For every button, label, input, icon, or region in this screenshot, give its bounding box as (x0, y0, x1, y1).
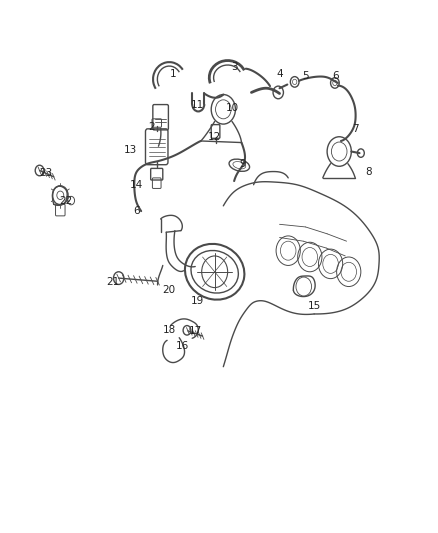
Text: 15: 15 (307, 301, 321, 311)
Text: 8: 8 (365, 166, 371, 176)
Text: 20: 20 (162, 285, 176, 295)
Text: 23: 23 (39, 167, 53, 177)
Text: 1: 1 (170, 69, 177, 79)
Text: 11: 11 (191, 100, 204, 110)
Text: 16: 16 (176, 341, 189, 351)
Text: 14: 14 (130, 180, 144, 190)
Text: 3: 3 (231, 62, 237, 72)
Text: 2: 2 (148, 122, 155, 132)
Text: 5: 5 (302, 70, 309, 80)
Text: 7: 7 (352, 124, 359, 134)
Text: 6: 6 (134, 206, 140, 216)
Text: 4: 4 (276, 69, 283, 79)
Text: 22: 22 (59, 196, 72, 206)
Text: 9: 9 (240, 159, 246, 168)
Text: 17: 17 (189, 326, 202, 336)
Text: 12: 12 (208, 132, 221, 142)
Text: 19: 19 (191, 296, 204, 306)
Text: 13: 13 (124, 146, 137, 156)
Text: 18: 18 (162, 325, 176, 335)
Text: 6: 6 (332, 70, 339, 80)
Text: 10: 10 (226, 103, 239, 114)
Text: 21: 21 (106, 277, 120, 287)
